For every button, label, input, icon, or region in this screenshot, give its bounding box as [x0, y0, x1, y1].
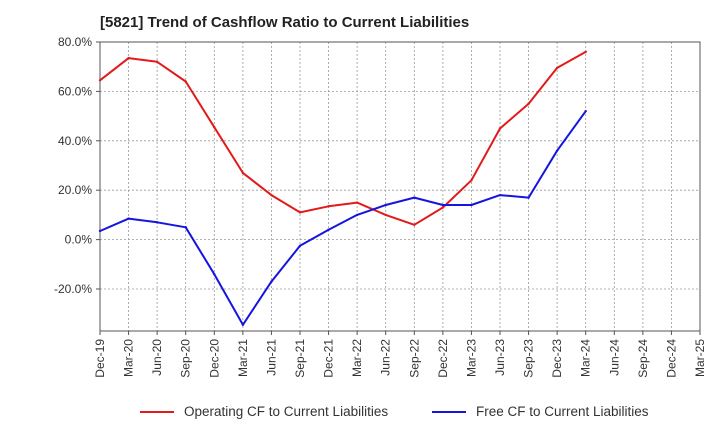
x-tick-label: Dec-21: [322, 339, 336, 378]
data-point-operating-cf: [470, 179, 473, 182]
x-tick-label: Mar-24: [579, 339, 593, 377]
data-point-free-cf: [184, 226, 187, 229]
x-tick-label: Sep-22: [407, 339, 421, 378]
x-tick-label: Dec-24: [664, 339, 678, 378]
chart-title: [5821] Trend of Cashflow Ratio to Curren…: [100, 14, 470, 31]
x-tick-label: Sep-20: [179, 339, 193, 378]
data-point-operating-cf: [441, 206, 445, 209]
x-tick-label: Dec-20: [207, 339, 221, 378]
legend-label-free-cf: Free CF to Current Liabilities: [476, 404, 649, 419]
x-tick-label: Sep-23: [522, 339, 536, 378]
data-point-free-cf: [413, 196, 416, 199]
data-point-operating-cf: [213, 126, 216, 129]
data-point-operating-cf: [241, 171, 245, 175]
data-point-free-cf: [441, 203, 445, 207]
x-tick-label: Mar-20: [122, 339, 136, 377]
x-tick-label: Jun-20: [150, 339, 164, 376]
data-point-free-cf: [498, 193, 502, 197]
axis-layer: 80.0% 60.0% 40.0% 20.0% 0.0% -20.0% Dec-19 Mar-…: [54, 35, 707, 378]
x-tick-label: Dec-19: [93, 339, 107, 378]
data-point-operating-cf: [527, 102, 530, 105]
data-point-operating-cf: [413, 223, 416, 226]
x-tick-label: Dec-22: [436, 339, 450, 378]
data-point-free-cf: [298, 244, 302, 247]
x-tick-label: Jun-24: [607, 339, 621, 376]
data-point-operating-cf: [384, 213, 387, 217]
data-point-operating-cf: [184, 80, 187, 83]
data-point-operating-cf: [270, 193, 273, 197]
data-point-operating-cf: [327, 205, 330, 208]
x-tick-label: Sep-21: [293, 339, 307, 378]
data-point-free-cf: [241, 323, 245, 327]
data-point-free-cf: [355, 213, 359, 217]
x-tick-label: Dec-23: [550, 339, 564, 378]
legend-item-free-cf: Free CF to Current Liabilities: [432, 404, 649, 419]
data-point-operating-cf: [498, 127, 502, 130]
data-point-operating-cf: [355, 201, 359, 204]
series-line-free-cf: [99, 110, 587, 326]
data-point-free-cf: [555, 149, 559, 152]
x-tick-label: Mar-23: [464, 339, 478, 377]
y-tick-label: 80.0%: [58, 35, 92, 49]
data-point-operating-cf: [127, 56, 130, 60]
data-point-free-cf: [327, 228, 330, 231]
data-point-operating-cf: [555, 66, 559, 70]
data-point-free-cf: [470, 203, 473, 207]
y-tick-label: 40.0%: [58, 134, 92, 148]
y-tick-label: -20.0%: [54, 282, 92, 296]
legend-item-operating-cf: Operating CF to Current Liabilities: [140, 404, 388, 419]
data-point-free-cf: [98, 229, 102, 233]
data-point-free-cf: [584, 109, 587, 113]
plot-frame: [99, 41, 701, 332]
data-point-operating-cf: [584, 50, 587, 54]
x-tick-label: Jun-21: [264, 339, 278, 376]
data-point-operating-cf: [298, 211, 302, 214]
series-line-operating-cf: [99, 51, 587, 226]
data-point-free-cf: [213, 272, 216, 276]
data-point-free-cf: [527, 196, 530, 199]
data-point-free-cf: [384, 203, 387, 207]
x-tick-label: Mar-22: [350, 339, 364, 377]
x-tick-label: Jun-22: [379, 339, 393, 376]
y-tick-label: 60.0%: [58, 84, 92, 98]
data-point-free-cf: [127, 217, 130, 220]
legend-label-operating-cf: Operating CF to Current Liabilities: [184, 404, 389, 419]
x-tick-label: Sep-24: [636, 339, 650, 378]
x-tick-label: Jun-23: [493, 339, 507, 376]
x-tick-label: Mar-25: [693, 339, 707, 377]
series-layer: [98, 50, 587, 327]
x-tick-label: Mar-21: [236, 339, 250, 377]
legend-swatch-operating-cf: [140, 410, 174, 413]
y-tick-label: 0.0%: [65, 233, 93, 247]
grid-layer: [100, 41, 700, 331]
data-point-operating-cf: [98, 79, 102, 82]
y-tick-label: 20.0%: [58, 183, 92, 197]
data-point-free-cf: [155, 221, 159, 224]
data-point-operating-cf: [155, 60, 159, 63]
legend-swatch-free-cf: [432, 410, 466, 413]
data-point-free-cf: [270, 280, 273, 283]
